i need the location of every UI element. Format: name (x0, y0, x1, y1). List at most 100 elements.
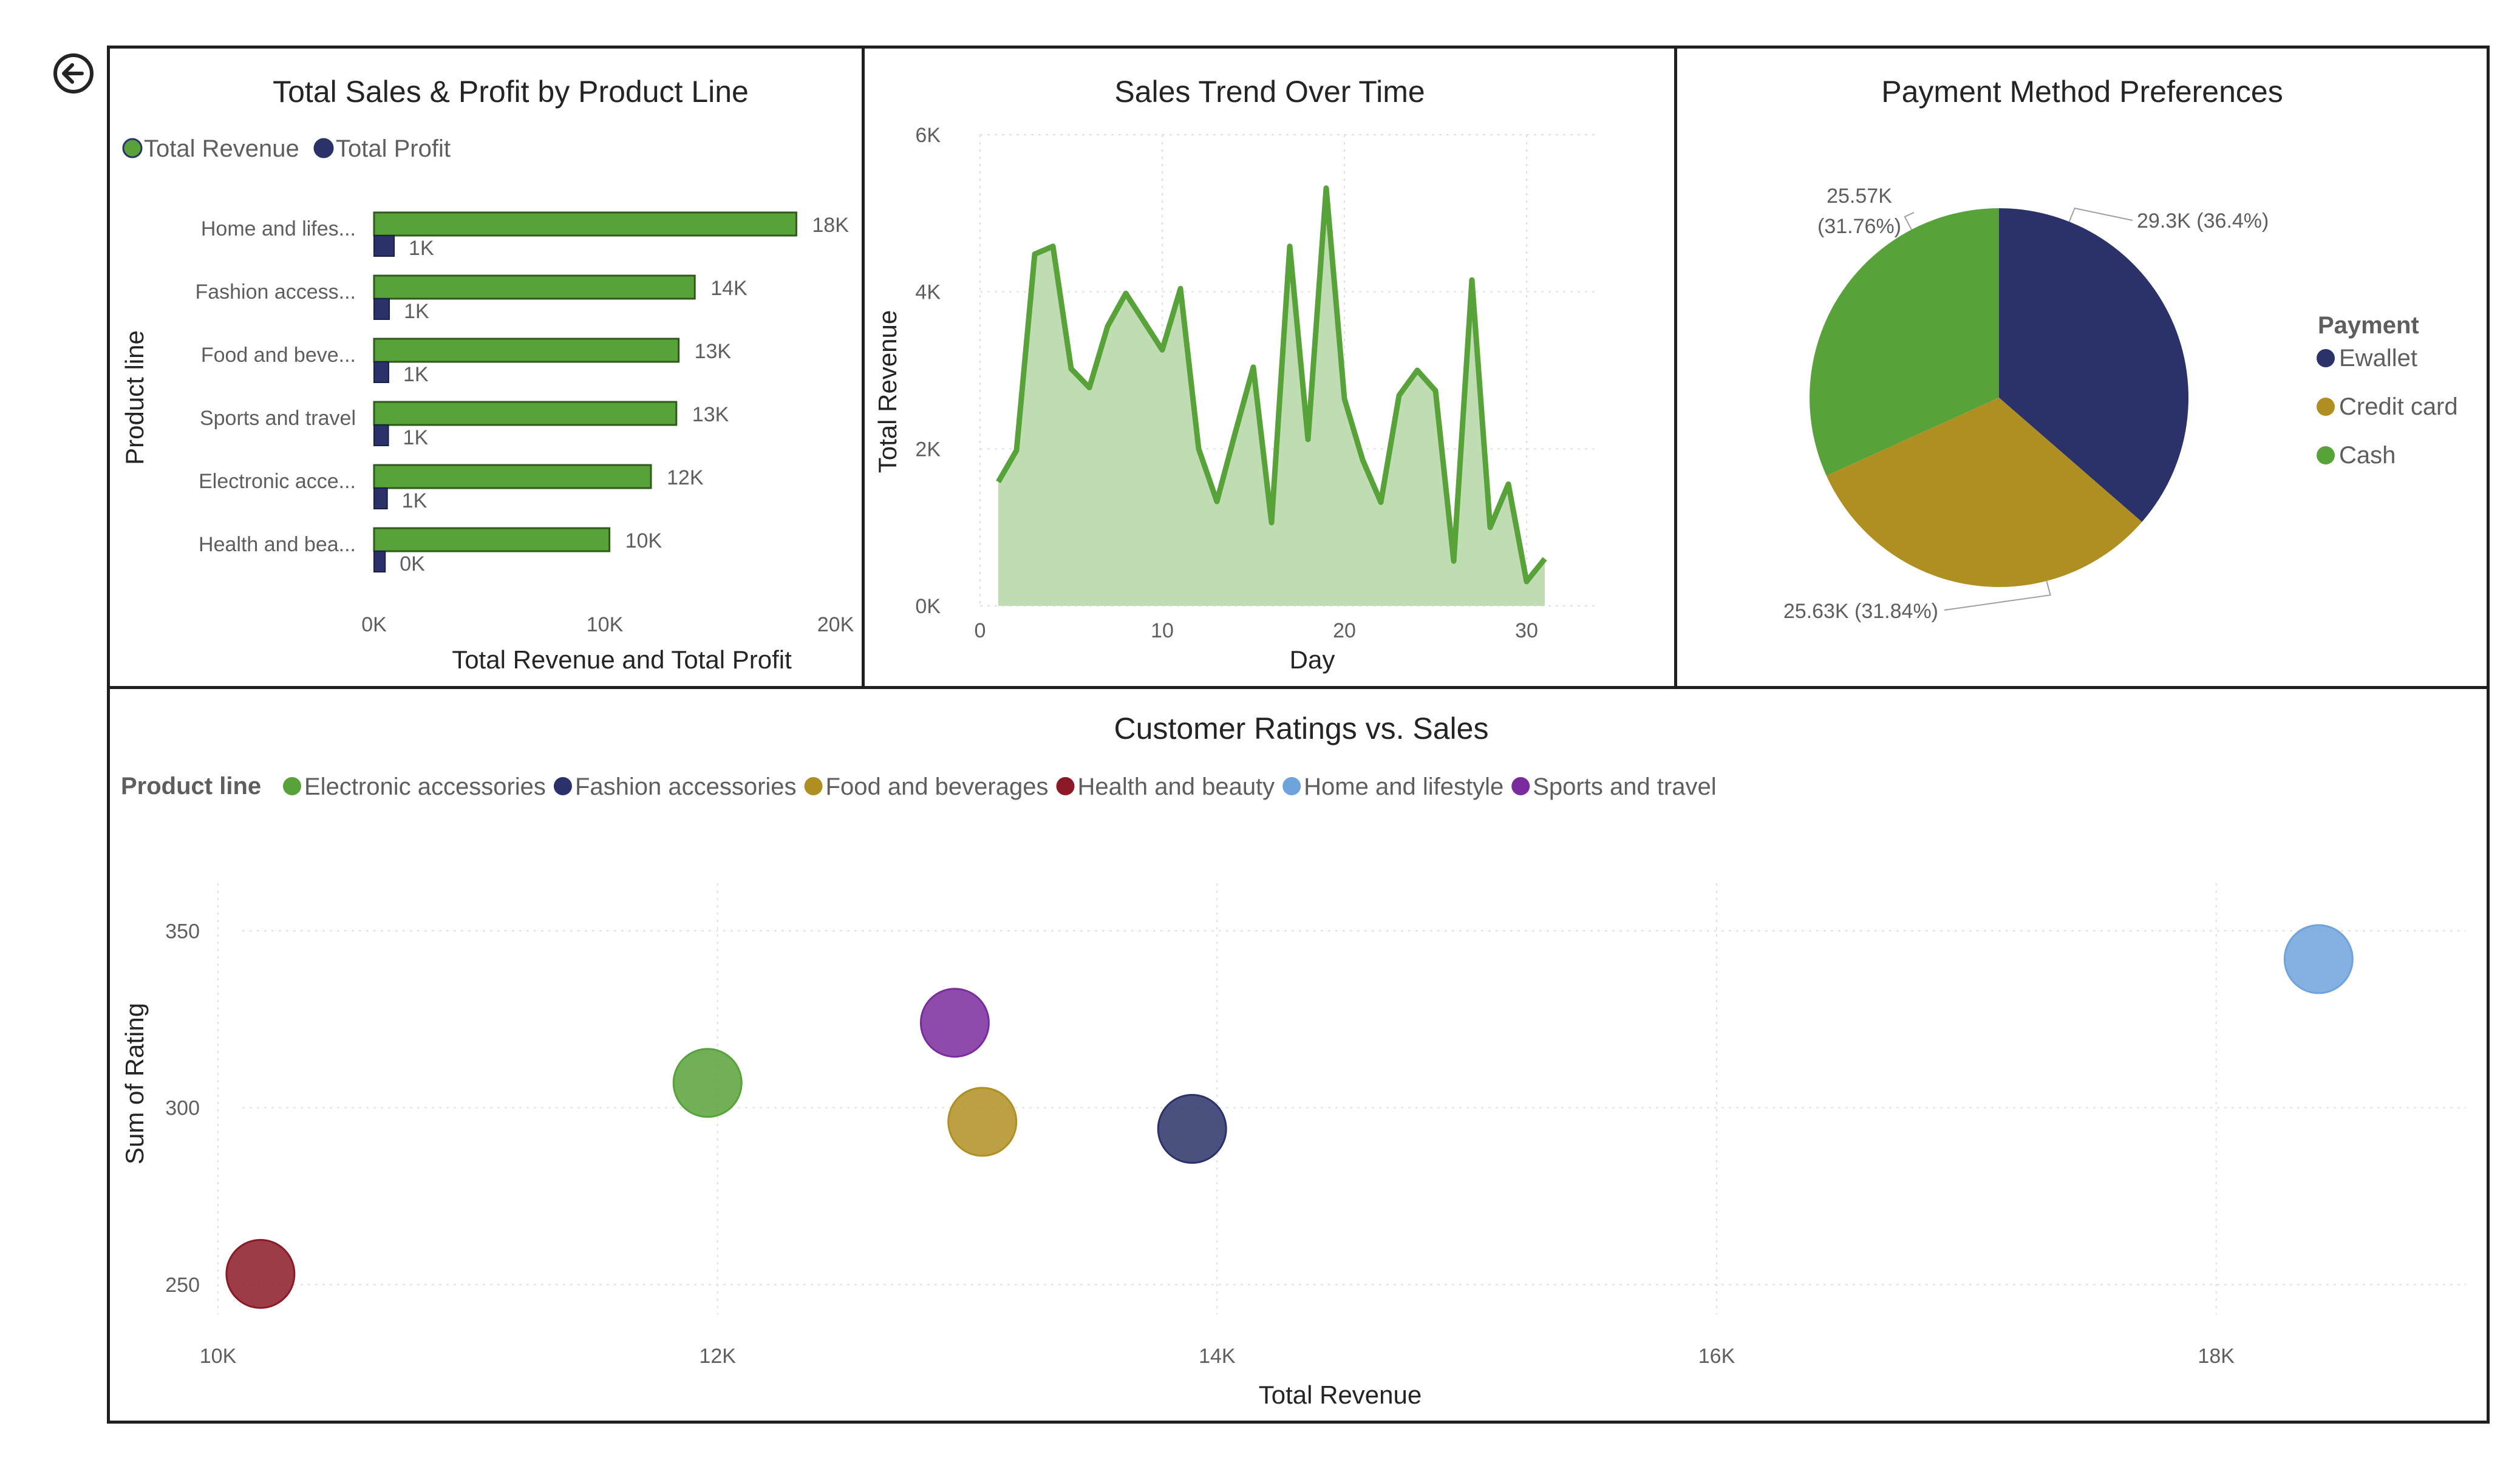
scatter-point-fashion-accessories[interactable] (1157, 1094, 1227, 1164)
scatter-chart-panel: Customer Ratings vs. Sales Product line … (107, 686, 2490, 1424)
pie-chart-title: Payment Method Preferences (1881, 75, 2283, 109)
arrow-left-circle-icon[interactable] (52, 52, 95, 95)
profit-bar[interactable] (373, 361, 389, 383)
trend-line (996, 185, 1547, 585)
revenue-bar[interactable] (373, 211, 797, 237)
pie-legend-title: Payment (2318, 312, 2419, 339)
legend-marker-sports-and-travel (1511, 777, 1530, 795)
legend-marker-health-and-beauty (1056, 777, 1075, 795)
legend-item-fashion-accessories[interactable]: Fashion accessories (575, 773, 797, 800)
profit-data-label: 1K (403, 363, 429, 386)
pie-chart-panel: Payment Method Preferences 29.3K (36.4%)… (1674, 46, 2490, 689)
revenue-data-label: 14K (710, 277, 747, 300)
legend-item-ewallet[interactable]: Ewallet (2339, 345, 2417, 372)
bar-category-label: Electronic acce... (199, 470, 356, 493)
pie-data-label-cash: 25.57K (1827, 185, 1892, 208)
scatter-x-tick-label: 10K (200, 1345, 237, 1368)
profit-bar[interactable] (373, 551, 386, 572)
pie-data-label-cash-pct: (31.76%) (1817, 215, 1901, 238)
bar-x-axis-title: Total Revenue and Total Profit (452, 645, 792, 674)
revenue-bar[interactable] (373, 401, 678, 426)
line-chart-panel: Sales Trend Over Time Total Revenue Day … (862, 46, 1677, 689)
scatter-chart: Customer Ratings vs. Sales Product line … (120, 712, 2466, 1409)
legend-marker-food-and-beverages (804, 777, 823, 795)
scatter-y-tick-label: 300 (165, 1097, 200, 1120)
scatter-chart-title: Customer Ratings vs. Sales (1114, 712, 1489, 745)
bar-chart-panel: Total Sales & Profit by Product Line Tot… (107, 46, 865, 689)
legend-item-food-and-beverages[interactable]: Food and beverages (826, 773, 1049, 800)
line-chart: Sales Trend Over Time Total Revenue Day … (873, 75, 1599, 674)
legend-item-total-revenue: Total Revenue (144, 135, 299, 162)
revenue-bar[interactable] (373, 527, 611, 552)
scatter-y-tick-label: 350 (165, 920, 200, 943)
bar-category-label: Home and lifes... (201, 217, 356, 240)
revenue-data-label: 13K (692, 403, 729, 426)
line-y-axis-title: Total Revenue (873, 310, 902, 474)
legend-item-health-and-beauty[interactable]: Health and beauty (1077, 773, 1275, 800)
line-y-tick-label: 2K (915, 438, 941, 461)
bar-chart: Total Sales & Profit by Product Line Tot… (120, 75, 854, 674)
revenue-bar[interactable] (373, 338, 680, 363)
legend-item-sports-and-travel[interactable]: Sports and travel (1533, 773, 1716, 800)
bar-y-axis-title: Product line (120, 330, 149, 465)
legend-item-credit-card[interactable]: Credit card (2339, 393, 2458, 420)
profit-data-label: 1K (409, 237, 434, 260)
pie-leader-line (2068, 207, 2133, 222)
scatter-point-electronic-accessories[interactable] (672, 1048, 743, 1118)
scatter-x-tick-label: 16K (1698, 1345, 1735, 1368)
profit-bar[interactable] (373, 235, 395, 257)
line-x-axis-title: Day (1290, 645, 1335, 674)
legend-marker-ewallet (2317, 349, 2335, 367)
pie-leader-line (1904, 212, 1915, 230)
legend-marker-credit-card (2317, 398, 2335, 416)
scatter-legend-title: Product line (121, 773, 261, 800)
bar-chart-title: Total Sales & Profit by Product Line (273, 75, 749, 109)
scatter-x-tick-label: 12K (699, 1345, 736, 1368)
profit-bar[interactable] (373, 424, 389, 446)
line-x-tick-label: 30 (1515, 619, 1538, 642)
profit-bar[interactable] (373, 298, 390, 320)
revenue-data-label: 12K (667, 466, 704, 489)
pie-legend[interactable]: Ewallet Credit card Cash (2317, 345, 2458, 469)
revenue-data-label: 13K (695, 340, 732, 363)
scatter-point-sports-and-travel[interactable] (919, 988, 990, 1058)
pie-slice-ewallet[interactable] (1999, 208, 2189, 522)
scatter-point-home-and-lifestyle[interactable] (2283, 924, 2354, 994)
scatter-x-tick-label: 18K (2198, 1345, 2235, 1368)
legend-marker-home-and-lifestyle (1282, 777, 1301, 795)
bar-legend[interactable]: Total Revenue Total Profit (122, 135, 451, 162)
scatter-legend[interactable]: Electronic accessories Fashion accessorie… (283, 773, 1717, 800)
scatter-x-axis-title: Total Revenue (1259, 1381, 1422, 1409)
legend-item-cash[interactable]: Cash (2339, 442, 2396, 469)
profit-data-label: 0K (400, 552, 425, 576)
legend-marker-cash (2317, 446, 2335, 464)
pie-data-label-ewallet: 29.3K (36.4%) (2137, 209, 2269, 233)
line-chart-title: Sales Trend Over Time (1114, 75, 1425, 109)
bar-category-label: Fashion access... (195, 280, 356, 304)
pie-chart: Payment Method Preferences 29.3K (36.4%)… (1783, 75, 2458, 623)
revenue-bar[interactable] (373, 274, 696, 300)
pie-leader-line (1944, 580, 2051, 611)
scatter-point-health-and-beauty[interactable] (225, 1238, 296, 1309)
bar-x-tick-label: 0K (361, 613, 387, 636)
revenue-data-label: 10K (625, 529, 662, 552)
legend-marker-revenue (122, 138, 143, 158)
bar-category-label: Sports and travel (200, 407, 356, 430)
bar-category-label: Food and beve... (201, 344, 356, 367)
bar-category-label: Health and bea... (199, 533, 356, 556)
scatter-x-tick-label: 14K (1199, 1345, 1236, 1368)
legend-item-home-and-lifestyle[interactable]: Home and lifestyle (1304, 773, 1503, 800)
scatter-point-food-and-beverages[interactable] (947, 1087, 1018, 1157)
line-y-tick-label: 4K (915, 281, 941, 304)
trend-area (998, 188, 1545, 606)
bar-x-tick-label: 10K (587, 613, 624, 636)
legend-item-electronic-accessories[interactable]: Electronic accessories (304, 773, 546, 800)
line-y-tick-label: 0K (915, 595, 941, 618)
scatter-y-axis-title: Sum of Rating (120, 1003, 149, 1164)
pie-slice-cash[interactable] (1810, 208, 1999, 476)
profit-bar[interactable] (373, 487, 388, 509)
revenue-bar[interactable] (373, 464, 652, 489)
pie-slice-credit-card[interactable] (1826, 398, 2142, 587)
line-x-tick-label: 0 (975, 619, 986, 642)
legend-marker-electronic-accessories (283, 777, 301, 795)
